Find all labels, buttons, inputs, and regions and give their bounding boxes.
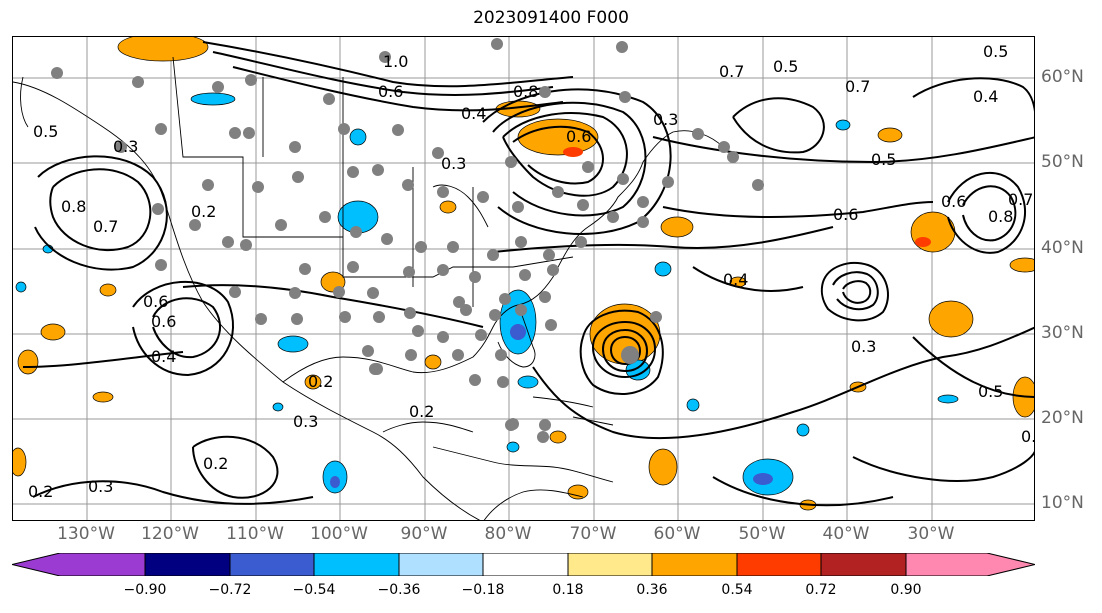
contour-label: 0.5 [983, 42, 1008, 61]
contour-label: 0.2 [308, 372, 333, 391]
contour-label: 0.6 [143, 292, 168, 311]
weather-map: 1.0 0.6 0.4 0.3 0.8 0.6 0.3 0.5 0.7 0.5 … [12, 36, 1035, 521]
contour-label: 0.6 [566, 127, 591, 146]
contour-label: 0.5 [978, 382, 1003, 401]
colorbar-tick-label: −0.72 [208, 582, 252, 598]
hurricane-center-marker [621, 346, 639, 364]
colorbar-bin [314, 553, 399, 576]
contour-label: 0.2 [191, 202, 216, 221]
lon-label: 30°W [907, 524, 955, 544]
contour-label: 0.7 [845, 77, 870, 96]
lon-label: 60°W [653, 524, 701, 544]
lat-label: 50°N [1041, 152, 1084, 172]
colorbar-bin [60, 553, 145, 576]
contour-label: 0.6 [833, 205, 858, 224]
contour-label: 0.2 [409, 402, 434, 421]
colorbar-over-arrow [987, 553, 1035, 576]
anomaly-fills [13, 37, 1034, 511]
colorbar-bin [399, 553, 483, 576]
contour-label: 0.2 [28, 482, 53, 501]
colorbar-tick-label: 0.54 [721, 582, 753, 598]
colorbar-tick-label: −0.36 [377, 582, 421, 598]
contour-label: 0.8 [988, 207, 1013, 226]
contour-label: 0.3 [88, 477, 113, 496]
colorbar-tick-label: 0.18 [552, 582, 584, 598]
contour-label-layer: 1.0 0.6 0.4 0.3 0.8 0.6 0.3 0.5 0.7 0.5 … [28, 42, 1035, 501]
colorbar-under-arrow [12, 553, 60, 576]
contour-label: 0.3 [441, 154, 466, 173]
colorbar-tick-label: −0.90 [123, 582, 167, 598]
lon-label: 100°W [310, 524, 368, 544]
colorbar-bin [145, 553, 230, 576]
lat-label: 40°N [1041, 238, 1084, 258]
colorbar-tick-label: 0.36 [636, 582, 668, 598]
lon-label: 50°W [738, 524, 786, 544]
coastlines [13, 56, 724, 520]
lon-label: 40°W [822, 524, 870, 544]
contour-label: 0.8 [513, 82, 538, 101]
contour-label: 0.6 [151, 312, 176, 331]
colorbar-bin [652, 553, 737, 576]
contour-label: 0.7 [719, 62, 744, 81]
contour-label: 0.7 [1021, 427, 1035, 446]
colorbar-tick-label: 0.90 [890, 582, 922, 598]
contour-label: 0.6 [941, 192, 966, 211]
contour-lines [22, 41, 1034, 507]
contour-label: 0.6 [378, 82, 403, 101]
colorbar-bin [483, 553, 568, 576]
map-canvas: 1.0 0.6 0.4 0.3 0.8 0.6 0.3 0.5 0.7 0.5 … [13, 37, 1035, 520]
contour-label: 0.7 [93, 217, 118, 236]
contour-label: 0.3 [851, 337, 876, 356]
contour-label: 0.5 [871, 150, 896, 169]
contour-label: 0.5 [33, 122, 58, 141]
lat-label: 60°N [1041, 67, 1084, 87]
colorbar-bin [568, 553, 652, 576]
colorbar-bin [737, 553, 821, 576]
lat-label: 20°N [1041, 408, 1084, 428]
contour-label: 0.3 [293, 412, 318, 431]
lat-label: 30°N [1041, 323, 1084, 343]
colorbar-tick-label: −0.18 [461, 582, 505, 598]
contour-label: 0.3 [653, 110, 678, 129]
lon-label: 130°W [57, 524, 115, 544]
colorbar-bin [906, 553, 987, 576]
lat-label: 10°N [1041, 493, 1084, 513]
lon-label: 80°W [484, 524, 532, 544]
lon-label: 120°W [141, 524, 199, 544]
contour-label: 0.3 [113, 137, 138, 156]
contour-label: 0.5 [773, 57, 798, 76]
colorbar-bin [821, 553, 906, 576]
lon-label: 70°W [569, 524, 617, 544]
contour-label: 0.4 [151, 347, 176, 366]
colorbar-tick-label: −0.54 [292, 582, 336, 598]
contour-label: 0.8 [61, 197, 86, 216]
colorbar-bin [230, 553, 314, 576]
colorbar [12, 553, 1035, 576]
contour-label: 0.2 [203, 454, 228, 473]
lon-label: 110°W [226, 524, 284, 544]
colorbar-tick-label: 0.72 [805, 582, 837, 598]
station-markers [51, 38, 764, 443]
contour-label: 0.4 [973, 87, 998, 106]
contour-label: 0.4 [723, 270, 748, 289]
contour-label: 0.7 [1008, 190, 1033, 209]
map-title: 2023091400 F000 [473, 8, 629, 28]
contour-label: 1.0 [383, 52, 408, 71]
contour-label: 0.4 [461, 104, 486, 123]
lon-label: 90°W [400, 524, 448, 544]
